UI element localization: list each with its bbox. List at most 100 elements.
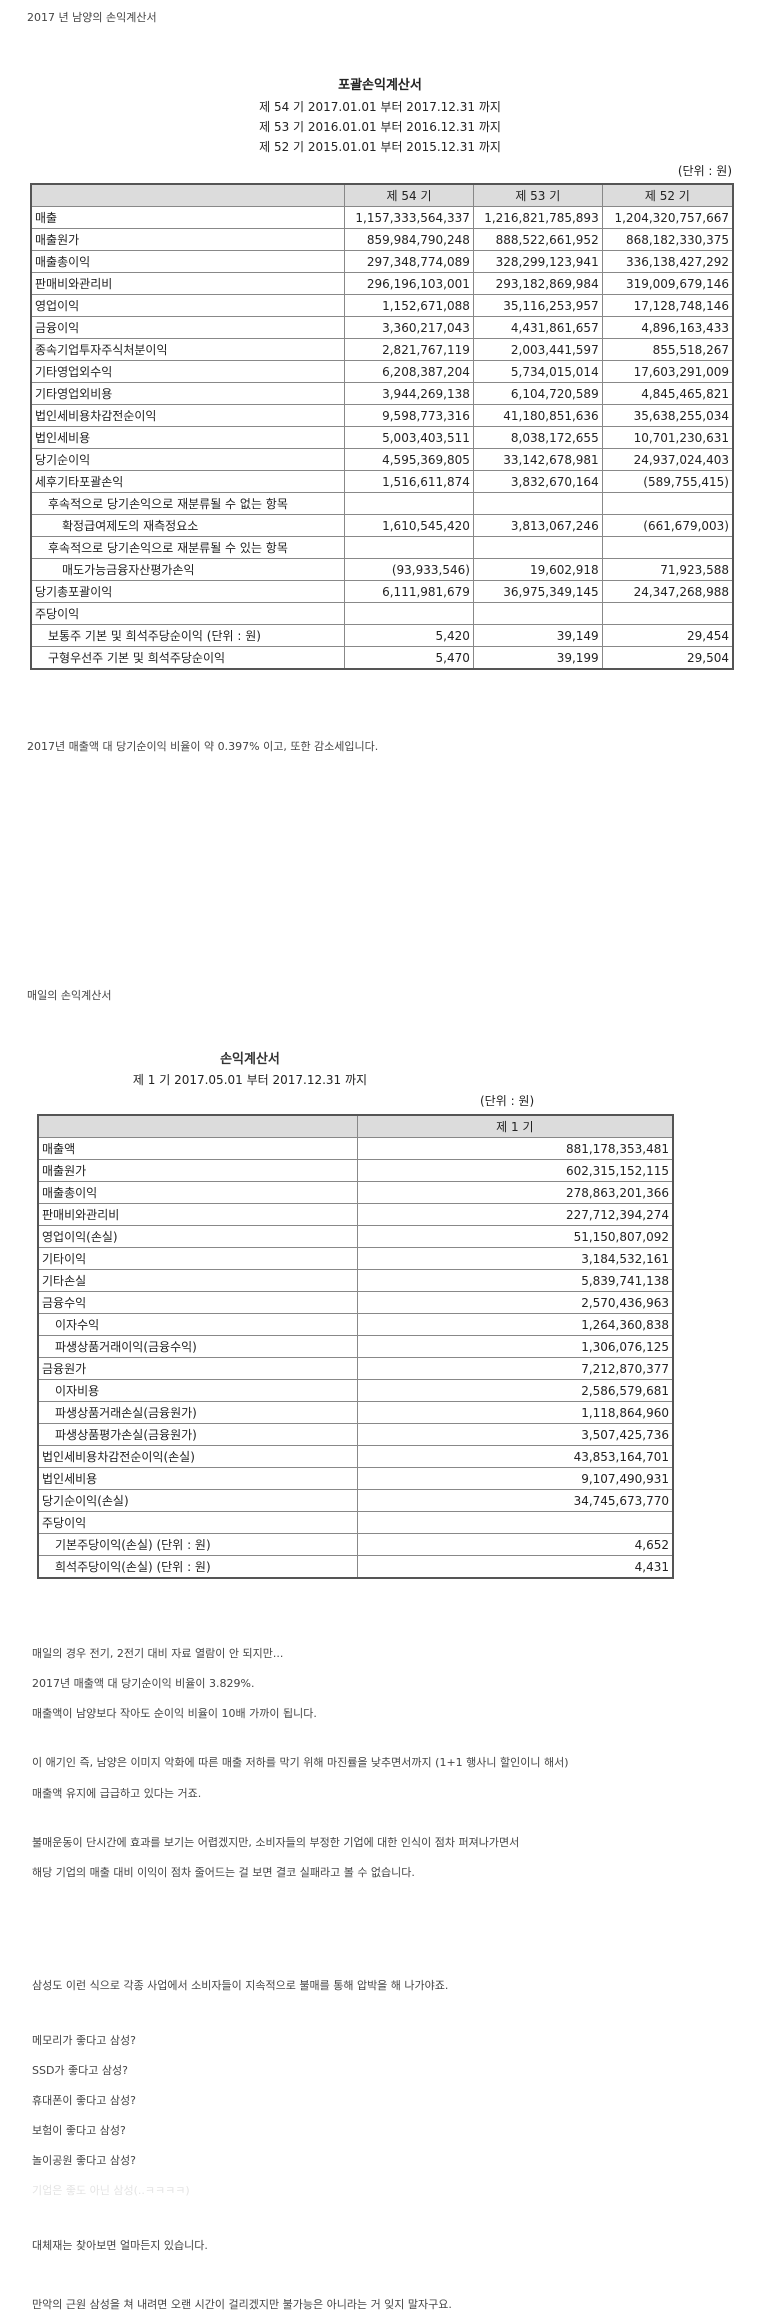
table-row: 파생상품거래손실(금융원가) 1,118,864,960 [37, 1401, 674, 1424]
cell-value: 6,208,387,204 [344, 360, 474, 383]
table-row: 주당이익 [37, 1511, 674, 1534]
cell-value: 24,937,024,403 [601, 448, 734, 471]
row-label: 금융원가 [37, 1357, 358, 1380]
cell-value: 19,602,918 [472, 558, 603, 581]
cell-value: 3,944,269,138 [344, 382, 474, 405]
section-heading-maeil: 매일의 손익계산서 [27, 989, 112, 1002]
row-label: 구형우선주 기본 및 희석주당순이익 [30, 646, 346, 670]
cell-value: 24,347,268,988 [601, 580, 734, 603]
paragraph: 매출액 유지에 급급하고 있다는 거죠. [32, 1787, 202, 1800]
cell-value: 602,315,152,115 [356, 1159, 674, 1182]
table-row: 기본주당이익(손실) (단위 : 원) 4,652 [37, 1533, 674, 1556]
paragraph: SSD가 좋다고 삼성? [32, 2064, 128, 2077]
row-label: 법인세비용 [37, 1467, 358, 1490]
cell-value: 5,839,741,138 [356, 1269, 674, 1292]
cell-value: 29,504 [601, 646, 734, 670]
row-label: 법인세비용차감전순이익 [30, 404, 346, 427]
cell-value: 6,111,981,679 [344, 580, 474, 603]
row-label: 당기순이익(손실) [37, 1489, 358, 1512]
row-label: 영업이익(손실) [37, 1225, 358, 1248]
table-row: 후속적으로 당기손익으로 재분류될 수 있는 항목 [30, 536, 734, 559]
row-label: 법인세비용차감전순이익(손실) [37, 1445, 358, 1468]
table-row: 금융원가 7,212,870,377 [37, 1357, 674, 1380]
paragraph: 매출액이 남양보다 작아도 순이익 비율이 10배 가까이 됩니다. [32, 1707, 317, 1720]
cell-value: 1,610,545,420 [344, 514, 474, 537]
table-row: 법인세비용 9,107,490,931 [37, 1467, 674, 1490]
cell-value [601, 536, 734, 559]
row-label: 후속적으로 당기손익으로 재분류될 수 있는 항목 [30, 536, 346, 559]
column-header: 제 52 기 [601, 183, 734, 207]
table-row: 당기총포괄이익 6,111,981,679 36,975,349,145 24,347… [30, 580, 734, 603]
row-label: 세후기타포괄손익 [30, 470, 346, 493]
table-row: 확정급여제도의 재측정요소 1,610,545,420 3,813,067,246(… [30, 514, 734, 537]
income-statement-table-maeil: 제 1 기 매출액 881,178,353,481 매출원가 602,315,152,1… [37, 1114, 674, 1579]
table-row: 파생상품거래이익(금융수익) 1,306,076,125 [37, 1335, 674, 1358]
paragraph: 휴대폰이 좋다고 삼성? [32, 2094, 136, 2107]
row-label: 희석주당이익(손실) (단위 : 원) [37, 1555, 358, 1579]
cell-value [344, 492, 474, 515]
cell-value: 4,431 [356, 1555, 674, 1579]
table-row: 종속기업투자주식처분이익 2,821,767,119 2,003,441,597 85… [30, 338, 734, 361]
cell-value: 43,853,164,701 [356, 1445, 674, 1468]
table-row: 구형우선주 기본 및 희석주당순이익 5,470 39,199 29,504 [30, 646, 734, 670]
cell-value: (589,755,415) [601, 470, 734, 493]
table-row: 매출 1,157,333,564,337 1,216,821,785,893 1,20… [30, 206, 734, 229]
header-row: 제 1 기 [37, 1114, 674, 1138]
paragraph: 이 애기인 즉, 남양은 이미지 악화에 따른 매출 저하를 막기 위해 마진률… [32, 1756, 569, 1769]
row-label: 주당이익 [37, 1511, 358, 1534]
cell-value: 39,199 [472, 646, 603, 670]
cell-value: 6,104,720,589 [472, 382, 603, 405]
table-row: 세후기타포괄손익 1,516,611,874 3,832,670,164 (589,7… [30, 470, 734, 493]
cell-value [472, 602, 603, 625]
column-header [30, 183, 346, 207]
paragraph: 대체재는 찾아보면 얼마든지 있습니다. [32, 2239, 208, 2252]
row-label: 매도가능금융자산평가손익 [30, 558, 346, 581]
cell-value [344, 536, 474, 559]
table-row: 매도가능금융자산평가손익 (93,933,546) 19,602,918 71,923… [30, 558, 734, 581]
statement-title-maeil: 손익계산서 [220, 1052, 280, 1067]
cell-value: 35,116,253,957 [472, 294, 603, 317]
statement-title: 포괄손익계산서 [338, 78, 422, 93]
table-row: 법인세비용차감전순이익(손실) 43,853,164,701 [37, 1445, 674, 1468]
paragraph: 메모리가 좋다고 삼성? [32, 2034, 136, 2047]
cell-value: 51,150,807,092 [356, 1225, 674, 1248]
cell-value: 17,603,291,009 [601, 360, 734, 383]
paragraph: 기업은 좋도 아닌 삼성(..ㅋㅋㅋㅋ) [32, 2184, 190, 2197]
table-row: 기타이익 3,184,532,161 [37, 1247, 674, 1270]
cell-value [601, 492, 734, 515]
paragraph: 삼성도 이런 식으로 각종 사업에서 소비자들이 지속적으로 불매를 통해 압박… [32, 1979, 449, 1992]
cell-value: 1,306,076,125 [356, 1335, 674, 1358]
paragraph: 매일의 경우 전기, 2전기 대비 자료 열람이 안 되지만... [32, 1647, 284, 1660]
cell-value: 2,586,579,681 [356, 1379, 674, 1402]
cell-value: 5,734,015,014 [472, 360, 603, 383]
cell-value: 39,149 [472, 624, 603, 647]
cell-value: 8,038,172,655 [472, 426, 603, 449]
cell-value [472, 492, 603, 515]
table-row: 당기순이익(손실) 34,745,673,770 [37, 1489, 674, 1512]
cell-value: (661,679,003) [601, 514, 734, 537]
row-label: 법인세비용 [30, 426, 346, 449]
cell-value: 881,178,353,481 [356, 1137, 674, 1160]
row-label: 기타영업외수익 [30, 360, 346, 383]
cell-value: 855,518,267 [601, 338, 734, 361]
table-row: 매출총이익 297,348,774,089 328,299,123,941 336,1… [30, 250, 734, 273]
column-header [37, 1114, 358, 1138]
cell-value: 9,598,773,316 [344, 404, 474, 427]
table-row: 매출원가 602,315,152,115 [37, 1159, 674, 1182]
table-row: 매출액 881,178,353,481 [37, 1137, 674, 1160]
cell-value: 293,182,869,984 [472, 272, 603, 295]
cell-value: 5,470 [344, 646, 474, 670]
row-label: 보통주 기본 및 희석주당순이익 (단위 : 원) [30, 624, 346, 647]
cell-value: 35,638,255,034 [601, 404, 734, 427]
unit-label: (단위 : 원) [677, 164, 732, 178]
row-label: 매출원가 [30, 228, 346, 251]
cell-value: 2,003,441,597 [472, 338, 603, 361]
row-label: 후속적으로 당기손익으로 재분류될 수 없는 항목 [30, 492, 346, 515]
cell-value [472, 536, 603, 559]
column-header: 제 54 기 [344, 183, 474, 207]
table-row: 영업이익(손실) 51,150,807,092 [37, 1225, 674, 1248]
row-label: 파생상품거래이익(금융수익) [37, 1335, 358, 1358]
table-row: 법인세비용차감전순이익 9,598,773,316 41,180,851,636 35… [30, 404, 734, 427]
table-row: 후속적으로 당기손익으로 재분류될 수 없는 항목 [30, 492, 734, 515]
